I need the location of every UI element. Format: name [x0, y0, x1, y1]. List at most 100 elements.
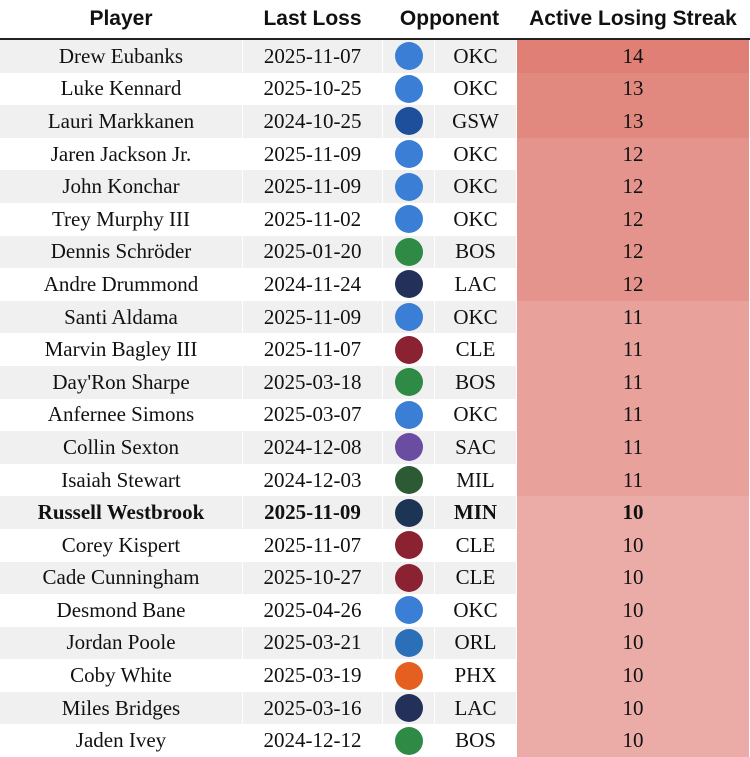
- team-logo: [394, 74, 423, 103]
- player-cell: Jordan Poole: [0, 626, 243, 660]
- team-logo: [394, 628, 423, 657]
- team-logo: [394, 237, 423, 266]
- player-cell: Cade Cunningham: [0, 561, 243, 595]
- logo-cell: [383, 659, 435, 692]
- streak-cell: 10: [517, 496, 750, 529]
- player-cell: Santi Aldama: [0, 300, 243, 334]
- opponent-cell: BOS: [435, 365, 517, 399]
- player-cell: Anfernee Simons: [0, 398, 243, 432]
- streak-cell: 10: [517, 626, 750, 660]
- opponent-cell: OKC: [435, 398, 517, 432]
- logo-cell: [383, 333, 435, 366]
- date-cell: 2025-11-02: [243, 202, 383, 236]
- opponent-cell: BOS: [435, 235, 517, 269]
- table-row: Collin Sexton 2024-12-08 SAC 11: [0, 431, 750, 464]
- streak-cell: 10: [517, 659, 750, 692]
- team-logo: [394, 107, 423, 136]
- header-cell: Active Losing Streak: [517, 0, 750, 38]
- opponent-cell: OKC: [435, 137, 517, 171]
- opponent-cell: GSW: [435, 105, 517, 138]
- opponent-cell: ORL: [435, 626, 517, 660]
- team-logo: [394, 140, 423, 169]
- table-row: Cade Cunningham 2025-10-27 CLE 10: [0, 561, 750, 595]
- streak-cell: 14: [517, 40, 750, 73]
- date-cell: 2025-03-07: [243, 398, 383, 432]
- player-cell: Russell Westbrook: [0, 496, 243, 529]
- team-logo: [394, 433, 423, 462]
- logo-cell: [383, 724, 435, 757]
- header-cell: Player: [0, 0, 243, 38]
- team-logo: [394, 531, 423, 560]
- date-cell: 2025-03-18: [243, 365, 383, 399]
- player-cell: Corey Kispert: [0, 528, 243, 562]
- player-cell: Luke Kennard: [0, 72, 243, 106]
- date-cell: 2025-11-07: [243, 528, 383, 562]
- table-row: John Konchar 2025-11-09 OKC 12: [0, 170, 750, 203]
- date-cell: 2025-11-09: [243, 300, 383, 334]
- logo-cell: [383, 72, 435, 106]
- logo-cell: [383, 235, 435, 269]
- player-cell: Day'Ron Sharpe: [0, 365, 243, 399]
- logo-cell: [383, 431, 435, 464]
- player-cell: Lauri Markkanen: [0, 105, 243, 138]
- table-row: Anfernee Simons 2025-03-07 OKC 11: [0, 398, 750, 432]
- team-logo: [394, 563, 423, 592]
- table-row: Luke Kennard 2025-10-25 OKC 13: [0, 72, 750, 106]
- player-cell: Desmond Bane: [0, 594, 243, 627]
- date-cell: 2025-10-25: [243, 72, 383, 106]
- streak-cell: 11: [517, 398, 750, 432]
- streak-cell: 12: [517, 268, 750, 301]
- opponent-cell: CLE: [435, 528, 517, 562]
- opponent-cell: OKC: [435, 40, 517, 73]
- streak-cell: 11: [517, 365, 750, 399]
- opponent-cell: LAC: [435, 268, 517, 301]
- logo-cell: [383, 170, 435, 203]
- team-logo: [394, 596, 423, 625]
- team-logo: [394, 400, 423, 429]
- team-logo: [394, 466, 423, 495]
- streak-cell: 11: [517, 463, 750, 497]
- logo-cell: [383, 561, 435, 595]
- streak-cell: 12: [517, 170, 750, 203]
- date-cell: 2025-04-26: [243, 594, 383, 627]
- table-row: Lauri Markkanen 2024-10-25 GSW 13: [0, 105, 750, 138]
- team-logo: [394, 42, 423, 71]
- player-cell: Andre Drummond: [0, 268, 243, 301]
- opponent-cell: CLE: [435, 561, 517, 595]
- table-row: Coby White 2025-03-19 PHX 10: [0, 659, 750, 692]
- date-cell: 2024-11-24: [243, 268, 383, 301]
- logo-cell: [383, 137, 435, 171]
- logo-cell: [383, 300, 435, 334]
- streak-cell: 12: [517, 137, 750, 171]
- table-row: Miles Bridges 2025-03-16 LAC 10: [0, 691, 750, 725]
- date-cell: 2025-03-21: [243, 626, 383, 660]
- player-cell: Miles Bridges: [0, 691, 243, 725]
- logo-cell: [383, 268, 435, 301]
- streak-cell: 13: [517, 72, 750, 106]
- opponent-cell: MIL: [435, 463, 517, 497]
- player-cell: Marvin Bagley III: [0, 333, 243, 366]
- player-cell: Jaren Jackson Jr.: [0, 137, 243, 171]
- table-row: Jaden Ivey 2024-12-12 BOS 10: [0, 724, 750, 757]
- header-row: Player Last Loss Opponent Active Losing …: [0, 0, 750, 40]
- logo-cell: [383, 626, 435, 660]
- table-row: Corey Kispert 2025-11-07 CLE 10: [0, 528, 750, 562]
- date-cell: 2025-01-20: [243, 235, 383, 269]
- date-cell: 2025-10-27: [243, 561, 383, 595]
- date-cell: 2025-11-09: [243, 496, 383, 529]
- table-row: Jordan Poole 2025-03-21 ORL 10: [0, 626, 750, 660]
- player-cell: Coby White: [0, 659, 243, 692]
- logo-cell: [383, 496, 435, 529]
- streak-cell: 11: [517, 333, 750, 366]
- table-row: Drew Eubanks 2025-11-07 OKC 14: [0, 40, 750, 73]
- logo-cell: [383, 202, 435, 236]
- table-row: Jaren Jackson Jr. 2025-11-09 OKC 12: [0, 137, 750, 171]
- table-row: Andre Drummond 2024-11-24 LAC 12: [0, 268, 750, 301]
- table-row: Isaiah Stewart 2024-12-03 MIL 11: [0, 463, 750, 497]
- streak-cell: 10: [517, 691, 750, 725]
- date-cell: 2024-12-03: [243, 463, 383, 497]
- opponent-cell: OKC: [435, 300, 517, 334]
- date-cell: 2025-03-19: [243, 659, 383, 692]
- player-cell: Dennis Schröder: [0, 235, 243, 269]
- team-logo: [394, 205, 423, 234]
